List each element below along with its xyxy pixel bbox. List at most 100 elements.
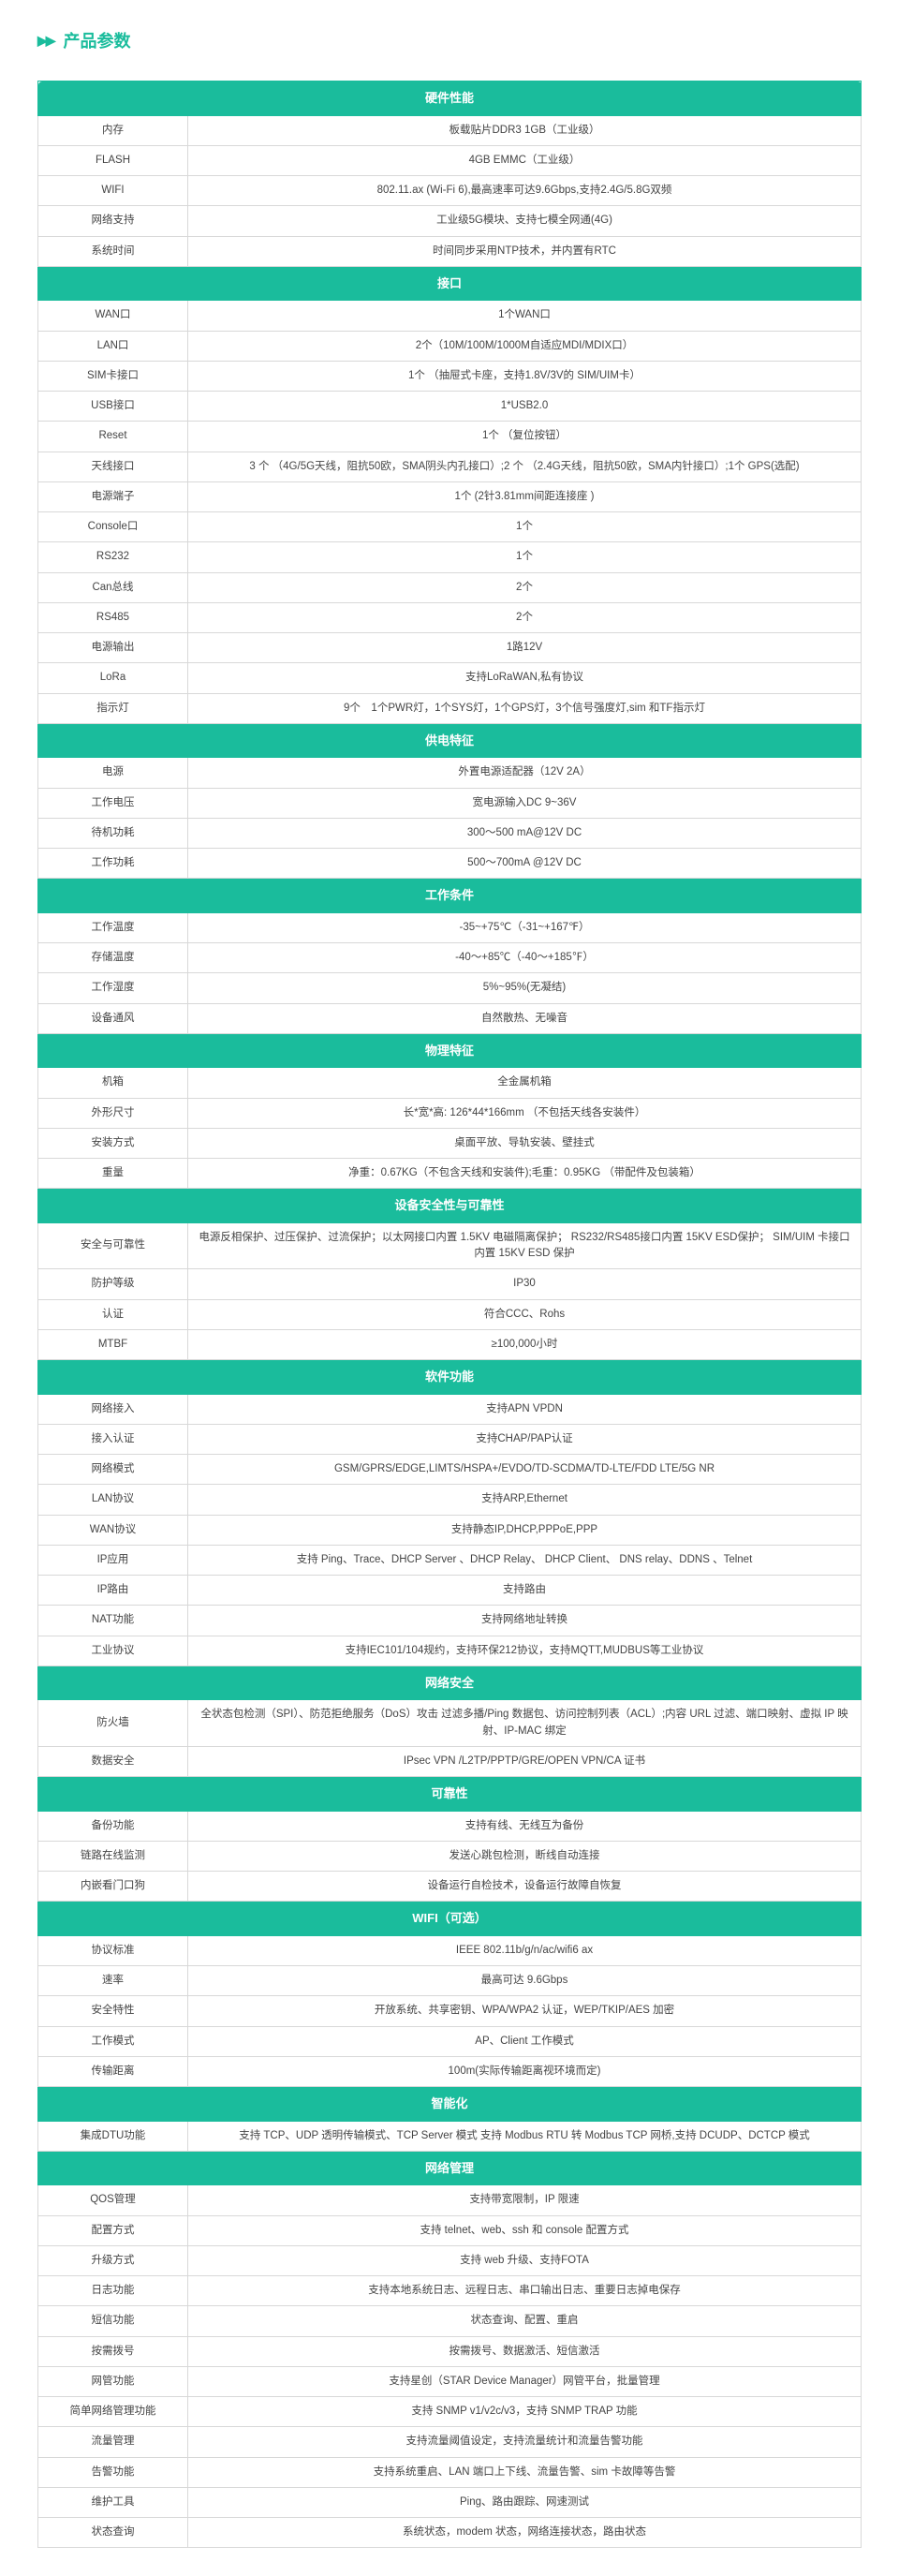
spec-label: 短信功能 <box>38 2306 188 2336</box>
table-row: Can总线2个 <box>38 572 862 602</box>
table-row: 协议标准IEEE 802.11b/g/n/ac/wifi6 ax <box>38 1935 862 1965</box>
table-row: 工业协议支持IEC101/104规约，支持环保212协议，支持MQTT,MUDB… <box>38 1636 862 1666</box>
spec-value: Ping、路由跟踪、网速测试 <box>188 2487 862 2517</box>
table-row: USB接口1*USB2.0 <box>38 392 862 422</box>
table-row: 短信功能状态查询、配置、重启 <box>38 2306 862 2336</box>
spec-value: 设备运行自检技术，设备运行故障自恢复 <box>188 1872 862 1902</box>
spec-label: 电源端子 <box>38 481 188 511</box>
table-row: 电源端子1个 (2针3.81mm间距连接座 ) <box>38 481 862 511</box>
page-title: 产品参数 <box>64 28 131 52</box>
spec-value: 电源反相保护、过压保护、过流保护；以太网接口内置 1.5KV 电磁隔离保护； R… <box>188 1222 862 1269</box>
table-row: WAN口1个WAN口 <box>38 301 862 331</box>
spec-label: 内存 <box>38 115 188 145</box>
spec-label: 安装方式 <box>38 1128 188 1158</box>
spec-label: IP应用 <box>38 1545 188 1575</box>
spec-label: 配置方式 <box>38 2215 188 2245</box>
spec-value: 按需拨号、数据激活、短信激活 <box>188 2336 862 2366</box>
table-row: 存储温度-40～+85℃（-40～+185℉） <box>38 943 862 973</box>
spec-label: 备份功能 <box>38 1811 188 1841</box>
table-row: Reset1个 （复位按钮） <box>38 422 862 452</box>
spec-value: 全状态包检测（SPI）、防范拒绝服务（DoS）攻击 过滤多播/Ping 数据包、… <box>188 1700 862 1747</box>
spec-value: 支持 Ping、Trace、DHCP Server 、DHCP Relay、 D… <box>188 1545 862 1575</box>
table-row: 工作功耗500～700mA @12V DC <box>38 849 862 879</box>
page-title-group: ▶▶ 产品参数 <box>37 28 862 52</box>
spec-value: 2个 <box>188 572 862 602</box>
spec-label: 设备通风 <box>38 1003 188 1033</box>
spec-label: USB接口 <box>38 392 188 422</box>
section-header: 智能化 <box>38 2087 862 2122</box>
spec-label: 网络支持 <box>38 206 188 236</box>
spec-label: 系统时间 <box>38 236 188 266</box>
table-row: 指示灯9个 1个PWR灯，1个SYS灯，1个GPS灯，3个信号强度灯,sim 和… <box>38 693 862 723</box>
table-row: 工作模式AP、Client 工作模式 <box>38 2026 862 2056</box>
table-row: 速率最高可达 9.6Gbps <box>38 1966 862 1996</box>
table-row: 配置方式支持 telnet、web、ssh 和 console 配置方式 <box>38 2215 862 2245</box>
spec-label: RS232 <box>38 542 188 572</box>
spec-value: 符合CCC、Rohs <box>188 1299 862 1329</box>
spec-value: 5%~95%(无凝结) <box>188 973 862 1003</box>
table-row: RS2321个 <box>38 542 862 572</box>
table-row: 维护工具Ping、路由跟踪、网速测试 <box>38 2487 862 2517</box>
spec-label: 简单网络管理功能 <box>38 2397 188 2427</box>
table-row: 安全特性开放系统、共享密钥、WPA/WPA2 认证，WEP/TKIP/AES 加… <box>38 1996 862 2026</box>
table-row: 电源输出1路12V <box>38 633 862 663</box>
table-row: 网络模式GSM/GPRS/EDGE,LIMTS/HSPA+/EVDO/TD-SC… <box>38 1455 862 1485</box>
spec-label: 安全与可靠性 <box>38 1222 188 1269</box>
table-row: IP应用支持 Ping、Trace、DHCP Server 、DHCP Rela… <box>38 1545 862 1575</box>
table-row: 简单网络管理功能支持 SNMP v1/v2c/v3，支持 SNMP TRAP 功… <box>38 2397 862 2427</box>
spec-value: 外置电源适配器（12V 2A） <box>188 758 862 788</box>
spec-label: 状态查询 <box>38 2518 188 2548</box>
table-row: 日志功能支持本地系统日志、远程日志、串口输出日志、重要日志掉电保存 <box>38 2276 862 2306</box>
spec-value: AP、Client 工作模式 <box>188 2026 862 2056</box>
table-row: RS4852个 <box>38 602 862 632</box>
title-arrow-icon: ▶▶ <box>37 33 54 49</box>
spec-value: 支持 SNMP v1/v2c/v3，支持 SNMP TRAP 功能 <box>188 2397 862 2427</box>
spec-value: 支持系统重启、LAN 端口上下线、流量告警、sim 卡故障等告警 <box>188 2457 862 2487</box>
table-row: 链路在线监测发送心跳包检测，断线自动连接 <box>38 1841 862 1871</box>
section-header: WIFI（可选） <box>38 1902 862 1936</box>
spec-value: 支持路由 <box>188 1576 862 1606</box>
spec-label: Reset <box>38 422 188 452</box>
spec-value: 1*USB2.0 <box>188 392 862 422</box>
spec-value: IPsec VPN /L2TP/PPTP/GRE/OPEN VPN/CA 证书 <box>188 1746 862 1776</box>
spec-value: 宽电源输入DC 9~36V <box>188 788 862 818</box>
table-row: MTBF≥100,000小时 <box>38 1329 862 1359</box>
spec-label: 内嵌看门口狗 <box>38 1872 188 1902</box>
table-row: IP路由支持路由 <box>38 1576 862 1606</box>
section-header: 硬件性能 <box>38 81 862 116</box>
spec-label: 数据安全 <box>38 1746 188 1776</box>
spec-label: QOS管理 <box>38 2185 188 2215</box>
spec-label: 外形尺寸 <box>38 1098 188 1128</box>
spec-value: 1个 <box>188 542 862 572</box>
spec-label: 工作功耗 <box>38 849 188 879</box>
spec-label: WIFI <box>38 176 188 206</box>
table-row: 内存板载贴片DDR3 1GB（工业级） <box>38 115 862 145</box>
table-row: 工作湿度5%~95%(无凝结) <box>38 973 862 1003</box>
table-row: 机箱全金属机箱 <box>38 1068 862 1098</box>
table-row: LAN协议支持ARP,Ethernet <box>38 1485 862 1515</box>
table-row: 外形尺寸长*宽*高: 126*44*166mm （不包括天线各安装件） <box>38 1098 862 1128</box>
spec-value: 净重：0.67KG（不包含天线和安装件);毛重：0.95KG （带配件及包装箱） <box>188 1159 862 1189</box>
table-row: 认证符合CCC、Rohs <box>38 1299 862 1329</box>
spec-label: 链路在线监测 <box>38 1841 188 1871</box>
spec-value: 802.11.ax (Wi-Fi 6),最高速率可达9.6Gbps,支持2.4G… <box>188 176 862 206</box>
section-header: 物理特征 <box>38 1033 862 1068</box>
table-row: 系统时间时间同步采用NTP技术，并内置有RTC <box>38 236 862 266</box>
table-row: 传输距离100m(实际传输距离视环境而定) <box>38 2056 862 2086</box>
spec-value: 桌面平放、导轨安装、壁挂式 <box>188 1128 862 1158</box>
spec-value: 1路12V <box>188 633 862 663</box>
spec-value: 支持本地系统日志、远程日志、串口输出日志、重要日志掉电保存 <box>188 2276 862 2306</box>
spec-value: 支持APN VPDN <box>188 1394 862 1424</box>
spec-value: 支持LoRaWAN,私有协议 <box>188 663 862 693</box>
spec-label: WAN口 <box>38 301 188 331</box>
section-header: 网络管理 <box>38 2151 862 2185</box>
spec-value: 最高可达 9.6Gbps <box>188 1966 862 1996</box>
spec-label: 工作温度 <box>38 912 188 942</box>
spec-value: 支持CHAP/PAP认证 <box>188 1424 862 1454</box>
spec-value: 开放系统、共享密钥、WPA/WPA2 认证，WEP/TKIP/AES 加密 <box>188 1996 862 2026</box>
spec-label: 电源输出 <box>38 633 188 663</box>
spec-value: 支持ARP,Ethernet <box>188 1485 862 1515</box>
table-row: LoRa支持LoRaWAN,私有协议 <box>38 663 862 693</box>
table-row: WAN协议支持静态IP,DHCP,PPPoE,PPP <box>38 1515 862 1545</box>
table-row: 状态查询系统状态，modem 状态，网络连接状态，路由状态 <box>38 2518 862 2548</box>
